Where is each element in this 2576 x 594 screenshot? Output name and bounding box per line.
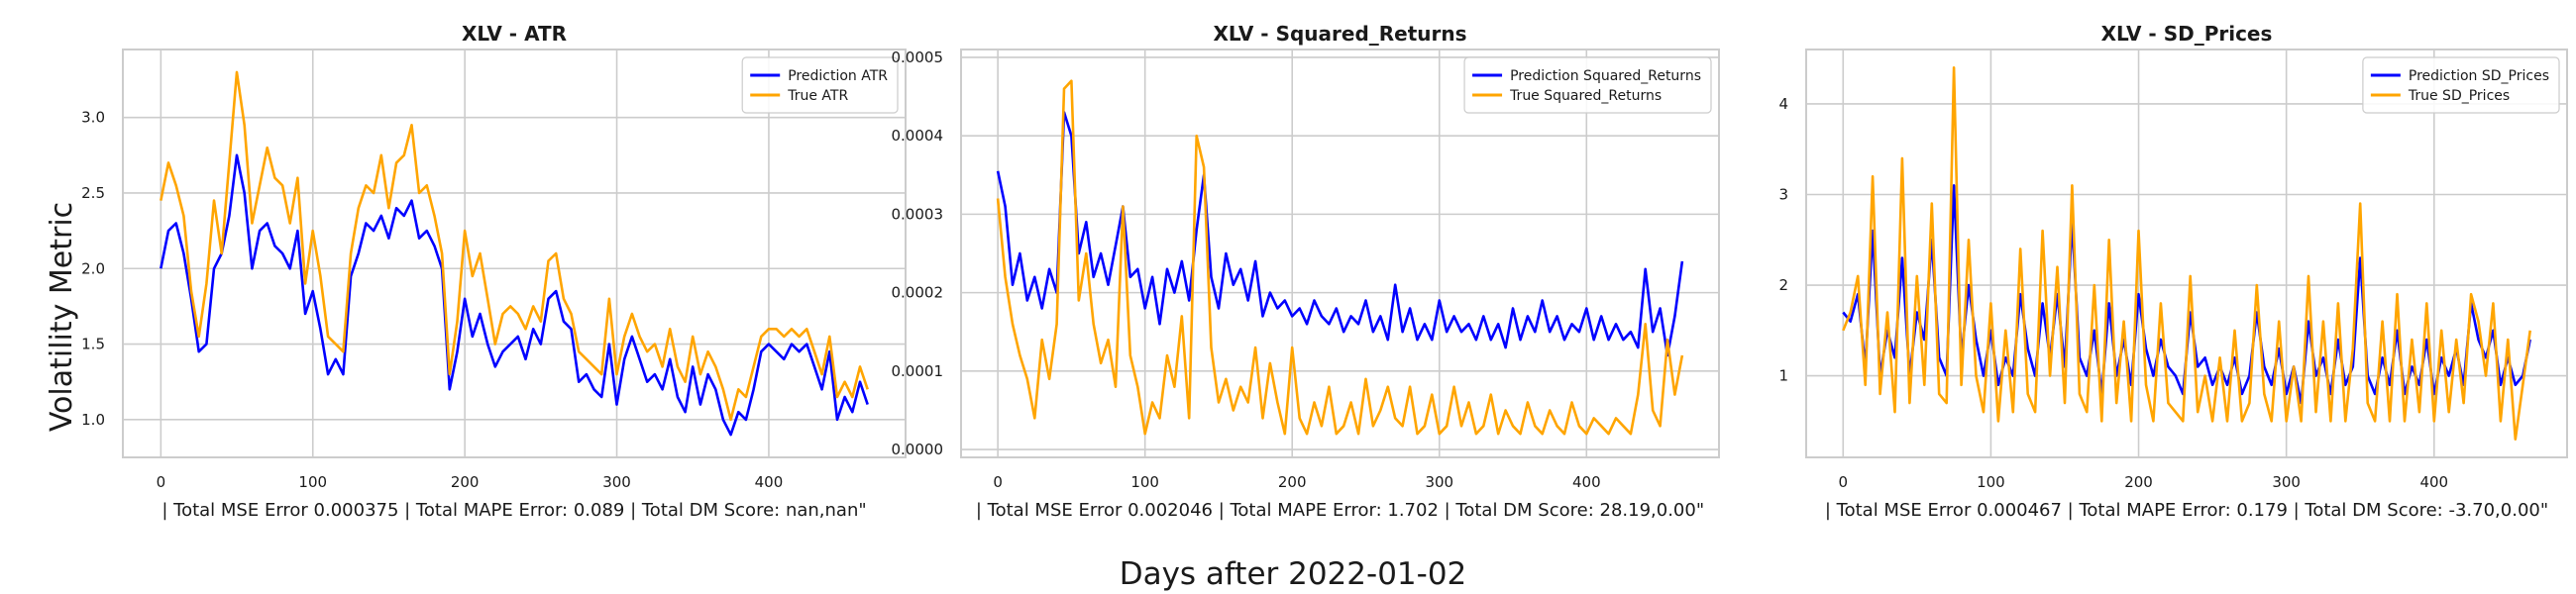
y-tick-label: 0.0004: [892, 127, 944, 145]
y-tick-label: 1.5: [81, 336, 105, 353]
x-tick-label: 300: [2272, 473, 2301, 491]
legend: Prediction Squared_Returns True Squared_R…: [1463, 56, 1712, 114]
y-tick-label: 0.0000: [892, 441, 944, 458]
series-line: [160, 70, 869, 422]
x-tick-label: 100: [1130, 473, 1159, 491]
chart-title: XLV - SD_Prices: [2101, 22, 2273, 46]
y-tick-label: 3: [1778, 185, 1788, 203]
legend-label: True Squared_Returns: [1509, 88, 1662, 104]
chart-title: XLV - Squared_Returns: [1213, 22, 1466, 46]
legend: Prediction ATR True ATR: [741, 56, 899, 114]
figure-ylabel: Volatility Metric: [45, 202, 79, 432]
legend-label: Prediction ATR: [788, 68, 888, 84]
y-tick-label: 0.0005: [892, 49, 944, 66]
legend-label: True SD_Prices: [2408, 88, 2510, 104]
y-tick-label: 3.0: [81, 109, 105, 127]
x-tick-label: 300: [602, 473, 631, 491]
legend-box: [1463, 56, 1712, 114]
y-tick-label: 2.0: [81, 259, 105, 277]
legend-label: True ATR: [787, 88, 848, 104]
chart-panel: 0 100 200 300 400 1 2 3 4 XLV - SD_Prices | Total …: [1778, 22, 2568, 521]
y-tick-label: 2: [1778, 276, 1788, 294]
y-tick-label: 1.0: [81, 411, 105, 429]
legend-box: [2362, 56, 2560, 114]
series-line: [996, 111, 1684, 357]
legend-label: Prediction Squared_Returns: [1510, 68, 1701, 84]
series-line: [160, 153, 869, 437]
chart-title: XLV - ATR: [462, 22, 567, 46]
plot-frame: [960, 49, 1720, 458]
x-tick-label: 300: [1425, 473, 1453, 491]
x-tick-label: 200: [451, 473, 480, 491]
y-tick-label: 0.0002: [892, 284, 944, 302]
chart-panel: 0 100 200 300 400 1.0 1.5 2.0 2.5 3.0 XLV - ATR | T…: [81, 22, 907, 521]
x-tick-label: 0: [157, 473, 166, 491]
x-tick-label: 0: [1839, 473, 1849, 491]
x-tick-label: 200: [1278, 473, 1307, 491]
plot-frame: [122, 49, 907, 458]
y-tick-label: 2.5: [81, 184, 105, 202]
plot-frame: [1805, 49, 2568, 458]
legend-label: Prediction SD_Prices: [2409, 68, 2549, 84]
legend-box: [741, 56, 899, 114]
x-tick-label: 400: [2419, 473, 2448, 491]
y-tick-label: 4: [1778, 95, 1788, 113]
x-tick-label: 0: [993, 473, 1003, 491]
chart-caption: | Total MSE Error 0.002046 | Total MAPE …: [976, 500, 1704, 521]
figure-xlabel: Days after 2022-01-02: [1120, 556, 1467, 592]
series-line: [1842, 66, 2531, 442]
chart-panel: 0 100 200 300 400 0.0000 0.0001 0.0002 0.0003 0.0…: [892, 22, 1720, 521]
x-tick-label: 200: [2124, 473, 2153, 491]
legend: Prediction SD_Prices True SD_Prices: [2362, 56, 2560, 114]
y-tick-label: 0.0003: [892, 205, 944, 223]
x-tick-label: 400: [755, 473, 784, 491]
y-tick-label: 1: [1778, 367, 1788, 385]
chart-caption: | Total MSE Error 0.000467 | Total MAPE …: [1825, 500, 2548, 521]
x-tick-label: 100: [298, 473, 327, 491]
series-line: [996, 79, 1684, 436]
chart-caption: | Total MSE Error 0.000375 | Total MAPE …: [161, 500, 866, 521]
y-tick-label: 0.0001: [892, 362, 944, 380]
x-tick-label: 400: [1572, 473, 1601, 491]
x-tick-label: 100: [1977, 473, 2005, 491]
